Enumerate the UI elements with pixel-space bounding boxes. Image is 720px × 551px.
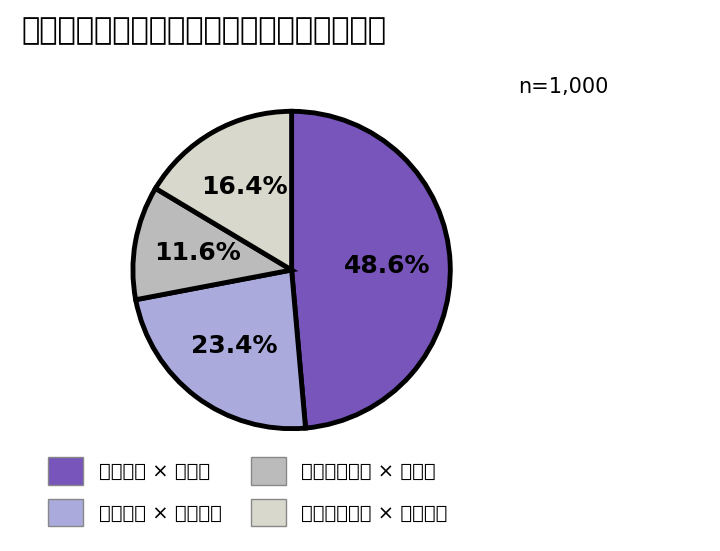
Wedge shape bbox=[292, 111, 450, 428]
Legend: 休みたい × 休める, 休みたい × 休めない, 休みたくない × 休める, 休みたくない × 休めない: 休みたい × 休める, 休みたい × 休めない, 休みたくない × 休める, 休… bbox=[39, 447, 457, 536]
Wedge shape bbox=[156, 111, 292, 270]
Text: 16.4%: 16.4% bbox=[202, 175, 288, 199]
Wedge shape bbox=[133, 188, 292, 300]
Text: 23.4%: 23.4% bbox=[191, 334, 277, 358]
Text: 11.6%: 11.6% bbox=[155, 241, 241, 266]
Text: n=1,000: n=1,000 bbox=[518, 77, 609, 97]
Wedge shape bbox=[136, 270, 305, 429]
Text: 48.6%: 48.6% bbox=[343, 254, 430, 278]
Text: かぜをひいたら休みたいか、休める環境か？: かぜをひいたら休みたいか、休める環境か？ bbox=[22, 17, 387, 46]
